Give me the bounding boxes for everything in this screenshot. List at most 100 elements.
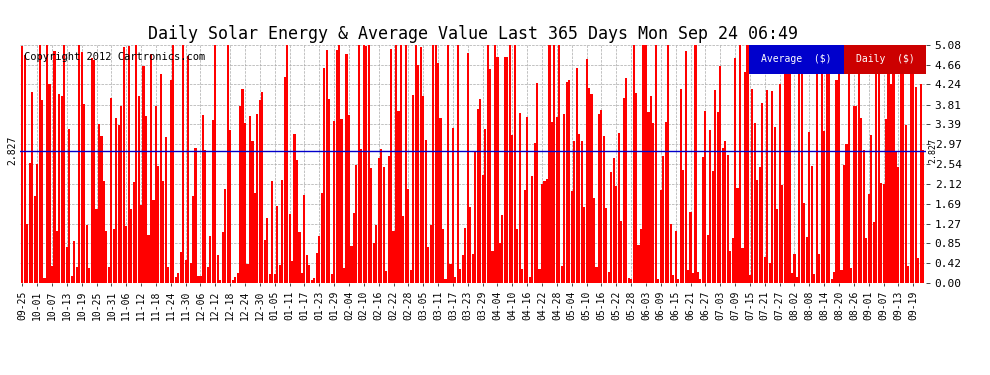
Bar xyxy=(618,133,620,283)
Bar xyxy=(872,222,875,283)
Bar xyxy=(397,111,400,283)
Bar xyxy=(276,206,278,283)
Title: Daily Solar Energy & Average Value Last 365 Days Mon Sep 24 06:49: Daily Solar Energy & Average Value Last … xyxy=(148,26,798,44)
Bar xyxy=(149,54,152,283)
Bar xyxy=(603,136,605,283)
Bar xyxy=(588,88,590,283)
Bar xyxy=(135,45,138,283)
Bar xyxy=(857,50,860,283)
Bar xyxy=(826,45,828,283)
Bar xyxy=(816,45,818,283)
Bar xyxy=(474,151,476,283)
Bar xyxy=(118,125,120,283)
Bar xyxy=(717,112,719,283)
Bar xyxy=(704,111,707,283)
Bar xyxy=(157,166,159,283)
Bar xyxy=(865,238,867,283)
Bar xyxy=(580,141,583,283)
Bar xyxy=(34,196,36,283)
Bar xyxy=(684,51,687,283)
Bar xyxy=(669,224,672,283)
Bar xyxy=(697,272,699,283)
Bar xyxy=(464,228,466,283)
Bar xyxy=(882,184,885,283)
Bar xyxy=(608,272,610,283)
Bar xyxy=(578,134,580,283)
Bar xyxy=(880,183,882,283)
Bar xyxy=(850,268,852,283)
Bar xyxy=(575,68,578,283)
Bar xyxy=(638,245,640,283)
Bar xyxy=(283,77,286,283)
Bar xyxy=(31,92,34,283)
Bar xyxy=(714,90,717,283)
Bar xyxy=(367,45,370,283)
Bar xyxy=(177,273,179,283)
Bar xyxy=(788,45,791,283)
Bar xyxy=(179,252,182,283)
Bar xyxy=(801,68,803,283)
Bar xyxy=(748,275,751,283)
Bar xyxy=(261,92,263,283)
Bar xyxy=(152,201,154,283)
Bar xyxy=(316,253,318,283)
Bar xyxy=(445,279,446,283)
Text: Average  ($): Average ($) xyxy=(761,54,832,64)
Bar xyxy=(833,272,836,283)
Bar xyxy=(862,150,865,283)
Bar xyxy=(630,279,633,283)
Bar xyxy=(900,71,902,283)
Bar xyxy=(268,274,271,283)
Bar xyxy=(479,99,481,283)
Bar xyxy=(123,46,125,283)
Bar xyxy=(328,99,331,283)
Bar xyxy=(417,65,420,283)
Bar xyxy=(625,78,628,283)
Bar xyxy=(454,278,456,283)
Bar xyxy=(506,57,509,283)
Bar xyxy=(338,45,341,283)
Bar xyxy=(501,214,504,283)
Bar xyxy=(73,242,75,283)
Bar xyxy=(103,181,105,283)
Bar xyxy=(610,172,613,283)
Bar xyxy=(29,164,31,283)
Bar xyxy=(266,218,268,283)
Bar xyxy=(296,160,298,283)
Bar xyxy=(352,213,355,283)
Bar xyxy=(346,54,347,283)
Bar xyxy=(375,225,377,283)
Bar xyxy=(258,100,261,283)
Bar xyxy=(722,148,724,283)
Bar xyxy=(427,247,430,283)
Bar xyxy=(95,209,98,283)
Bar xyxy=(63,45,65,283)
Bar xyxy=(138,96,140,283)
Bar xyxy=(50,266,53,283)
Bar xyxy=(818,254,821,283)
Bar xyxy=(529,277,531,283)
Bar xyxy=(766,90,768,283)
Bar xyxy=(248,117,251,283)
Bar xyxy=(550,122,553,283)
Bar xyxy=(469,207,471,283)
Bar xyxy=(466,53,469,283)
Bar xyxy=(133,182,135,283)
Bar xyxy=(615,186,618,283)
Bar xyxy=(867,194,870,283)
Bar xyxy=(875,71,877,283)
Bar xyxy=(239,106,242,283)
Bar xyxy=(286,45,288,283)
Bar xyxy=(798,63,801,283)
Bar xyxy=(232,280,234,283)
Bar xyxy=(635,93,638,283)
Bar xyxy=(640,230,643,283)
Bar xyxy=(491,251,494,283)
Bar xyxy=(699,279,702,283)
Bar xyxy=(855,106,857,283)
Bar xyxy=(724,141,727,283)
Bar xyxy=(694,45,697,283)
Bar xyxy=(380,148,382,283)
Bar xyxy=(357,45,360,283)
Bar xyxy=(667,45,669,283)
